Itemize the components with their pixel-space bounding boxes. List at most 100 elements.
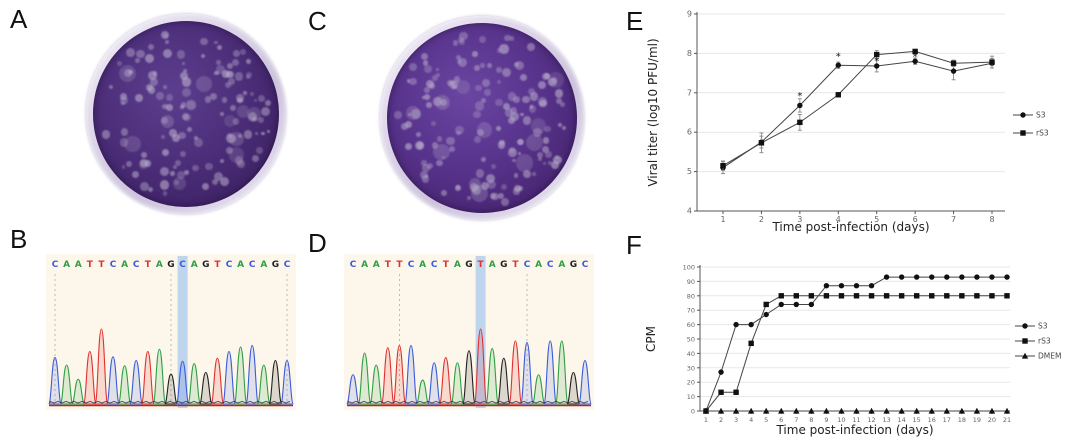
- svg-text:100: 100: [683, 264, 695, 272]
- plaque-spot: [183, 169, 189, 175]
- plaque-spot: [475, 101, 485, 111]
- svg-text:G: G: [465, 260, 472, 270]
- plaque-spot: [252, 154, 260, 162]
- plaque-spot: [455, 125, 464, 135]
- svg-text:7: 7: [794, 416, 798, 424]
- plaque-spot: [548, 72, 564, 88]
- plaque-spot: [205, 96, 212, 103]
- plaque-spot: [473, 110, 481, 119]
- chromatogram-background: [344, 254, 594, 410]
- plaque-spot: [260, 106, 270, 117]
- viral-titer-chart: 4 5 6 7 8 9 1 2 3 4 5 6 7 8 S3 rS3 * * * * Time post-infecti…: [646, 10, 1049, 235]
- plaque-spot: [202, 182, 210, 191]
- svg-text:19: 19: [973, 416, 981, 424]
- plaque-spot: [140, 159, 148, 167]
- svg-text:50: 50: [687, 336, 695, 344]
- plaque-spot: [128, 69, 133, 74]
- plaque-spot: [186, 100, 196, 110]
- plaque-spot: [175, 160, 182, 167]
- plaque-spot: [466, 196, 471, 201]
- trace-peaks: [48, 328, 294, 405]
- plaque-spot: [537, 157, 542, 162]
- svg-text:A: A: [373, 260, 380, 270]
- plaque-spot: [473, 64, 480, 71]
- plaque-spot: [195, 75, 213, 93]
- plaque-spot: [456, 79, 471, 94]
- plaque-spot: [182, 77, 192, 87]
- plaque-spot: [431, 142, 438, 149]
- plaque-spot: [457, 58, 463, 64]
- plaque-spot: [513, 173, 519, 178]
- plaque-spot: [177, 50, 186, 59]
- plaque-spot: [554, 89, 564, 98]
- plaque-spot: [419, 170, 428, 179]
- svg-text:C: C: [110, 260, 117, 270]
- plaque-spot: [447, 79, 454, 86]
- plaque-spot: [422, 60, 429, 66]
- plaque-spot: [172, 134, 181, 143]
- plaque-spot: [116, 61, 122, 66]
- plaque-spot: [513, 96, 521, 104]
- plaque-spot: [431, 75, 438, 81]
- plaque-spot: [233, 118, 240, 125]
- plaque-spot: [181, 88, 191, 98]
- svg-text:T: T: [478, 260, 485, 270]
- svg-text:C: C: [524, 260, 531, 270]
- plaque-spot: [236, 160, 245, 169]
- plaque-spot: [522, 116, 532, 125]
- plaque-spot: [121, 128, 129, 136]
- plaque-spot: [231, 58, 240, 67]
- plaque-spot: [517, 138, 525, 146]
- plaque-spot: [416, 142, 424, 149]
- plaque-spot: [508, 148, 518, 158]
- plaque-spot: [479, 36, 486, 43]
- x-axis-label: Time post-infection (days): [775, 423, 933, 437]
- y-axis-label: CPM: [645, 326, 658, 352]
- plaque-spot: [120, 96, 128, 105]
- plaque-spot: [500, 197, 509, 206]
- plaque-spot: [165, 103, 174, 111]
- plaque-spot: [485, 174, 495, 184]
- plaque-spot: [436, 67, 440, 72]
- plaque-spot: [491, 164, 496, 170]
- plaque-spot: [173, 177, 186, 190]
- plaque-spot: [495, 98, 503, 107]
- plaque-spot: [186, 127, 192, 132]
- highlighted-base-band: [475, 256, 486, 408]
- plaque-spot: [458, 38, 465, 45]
- baseline-trace: [347, 400, 589, 404]
- dish-c-agar: [387, 23, 577, 213]
- plaque-spot: [414, 141, 425, 151]
- plaque-spot: [408, 113, 412, 117]
- plaque-spot: [162, 103, 168, 110]
- plaque-spot: [147, 71, 157, 81]
- plaque-spot: [394, 111, 402, 119]
- svg-text:G: G: [167, 260, 174, 270]
- plaque-spot: [476, 121, 493, 138]
- svg-text:C: C: [408, 260, 415, 270]
- svg-text:9: 9: [824, 416, 828, 424]
- plaque-spot: [496, 125, 502, 131]
- plaque-spot: [193, 137, 203, 147]
- svg-text:13: 13: [882, 416, 890, 424]
- x-axis-label: Time post-infection (days): [771, 220, 929, 234]
- plaque-spot: [426, 102, 433, 109]
- plaque-spot: [491, 192, 499, 201]
- svg-text:C: C: [249, 260, 256, 270]
- svg-text:A: A: [121, 260, 128, 270]
- svg-text:3: 3: [797, 215, 802, 224]
- plaque-spot: [510, 112, 520, 121]
- svg-text:A: A: [558, 260, 565, 270]
- svg-text:1: 1: [704, 416, 708, 424]
- plaque-spot: [163, 85, 167, 90]
- plaque-spot: [440, 99, 447, 107]
- plaque-spot: [226, 146, 234, 155]
- plaque-spot: [224, 81, 232, 88]
- plaque-spot: [214, 70, 219, 76]
- plaque-spot: [487, 179, 497, 190]
- plaque-spot: [121, 165, 126, 169]
- plaque-spot: [168, 128, 177, 137]
